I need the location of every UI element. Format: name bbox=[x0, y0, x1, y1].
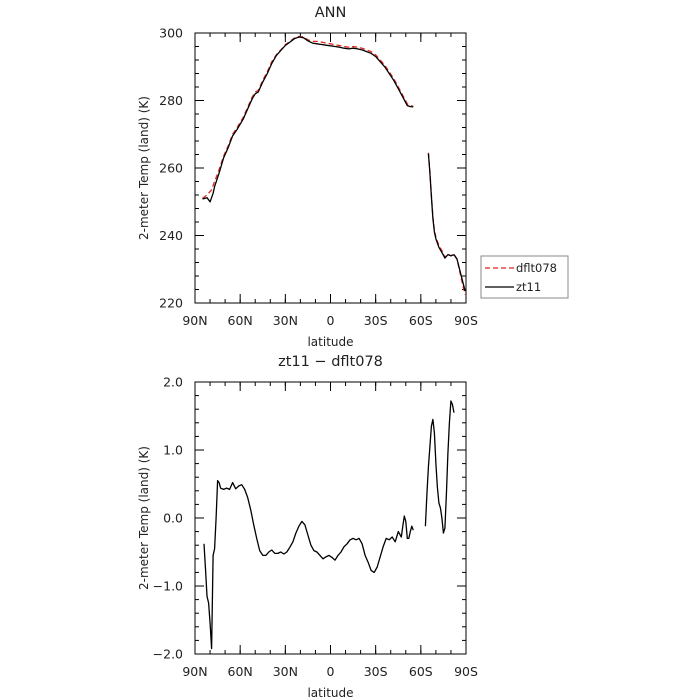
y-tick-label: −1.0 bbox=[153, 579, 183, 594]
x-tick-label: 60N bbox=[228, 313, 253, 328]
plot-frame bbox=[194, 32, 467, 304]
x-tick-label: 0 bbox=[327, 313, 335, 328]
legend-label-dflt078: dflt078 bbox=[516, 261, 557, 275]
series-dflt078 bbox=[202, 35, 466, 295]
x-tick-label: 60S bbox=[409, 664, 433, 679]
series-line-zt11 bbox=[427, 153, 466, 292]
chart-panel-1: 90N 60N 30N 0 30S 60S 90S 220 240 260 280 300 ANN lat… bbox=[137, 5, 569, 349]
y-axis-label: 2-meter Temp (land) (K) bbox=[137, 446, 151, 590]
x-tick-label: 90N bbox=[182, 664, 207, 679]
y-tick-label: 1.0 bbox=[163, 443, 183, 458]
chart-title: ANN bbox=[315, 5, 347, 21]
y-tick-label: 2.0 bbox=[163, 375, 183, 390]
x-tick-label: 60S bbox=[409, 313, 433, 328]
x-tick-label: 90S bbox=[454, 313, 478, 328]
y-tick-label: −2.0 bbox=[153, 647, 183, 662]
x-tick-label: 60N bbox=[228, 664, 253, 679]
y-tick-label: 240 bbox=[159, 228, 183, 243]
x-tick-label: 30S bbox=[364, 664, 388, 679]
x-tick-label: 0 bbox=[327, 664, 335, 679]
y-tick-label: 0.0 bbox=[163, 511, 183, 526]
legend: dflt078 zt11 bbox=[480, 255, 569, 299]
x-tick-label: 30S bbox=[364, 313, 388, 328]
x-tick-label: 30N bbox=[273, 664, 298, 679]
y-axis-label: 2-meter Temp (land) (K) bbox=[137, 96, 151, 240]
chart-panel-2: 90N 60N 30N 0 30S 60S 90S −2.0 −1.0 0.0 1.0 2.0 zt11… bbox=[137, 354, 478, 700]
series-zt11 bbox=[202, 36, 466, 292]
x-axis-label: latitude bbox=[307, 686, 353, 700]
x-tick-label: 90N bbox=[182, 313, 207, 328]
x-tick-label: 30N bbox=[273, 313, 298, 328]
y-tick-label: 220 bbox=[159, 296, 183, 311]
legend-box bbox=[480, 255, 569, 299]
x-axis-label: latitude bbox=[307, 335, 353, 349]
x-tick-label: 90S bbox=[454, 664, 478, 679]
y-tick-label: 300 bbox=[159, 26, 183, 41]
legend-label-zt11: zt11 bbox=[516, 280, 541, 294]
series-zt11 bbox=[203, 400, 455, 650]
y-tick-label: 260 bbox=[159, 161, 183, 176]
series-line-zt11 bbox=[424, 400, 455, 534]
series-line-dflt078 bbox=[202, 35, 414, 199]
series-line-zt11 bbox=[202, 36, 414, 203]
chart-title: zt11 − dflt078 bbox=[278, 354, 383, 370]
y-tick-label: 280 bbox=[159, 93, 183, 108]
series-line-zt11 bbox=[203, 479, 414, 650]
